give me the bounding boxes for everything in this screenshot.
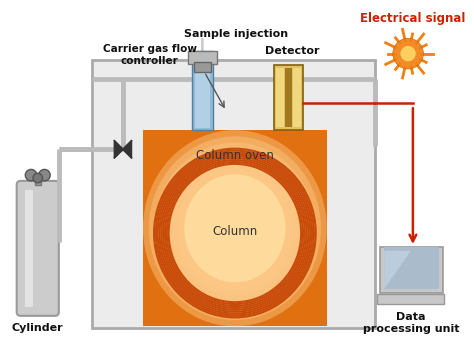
Bar [25, 190, 33, 307]
Bar [285, 68, 292, 127]
Ellipse shape [178, 168, 292, 289]
Bar [188, 51, 217, 64]
Ellipse shape [143, 130, 327, 326]
Bar [194, 62, 211, 72]
Bar [380, 247, 443, 293]
Ellipse shape [184, 174, 286, 283]
Bar [384, 247, 439, 289]
Circle shape [39, 170, 50, 181]
Circle shape [393, 38, 423, 69]
Ellipse shape [184, 174, 285, 282]
Ellipse shape [149, 136, 321, 320]
Text: Carrier gas flow
controller: Carrier gas flow controller [103, 44, 197, 66]
Bar [92, 60, 374, 328]
Circle shape [33, 173, 43, 183]
Text: Data
processing unit: Data processing unit [363, 312, 459, 333]
Text: Sample injection: Sample injection [184, 29, 288, 39]
Bar [274, 65, 303, 130]
Circle shape [401, 46, 416, 61]
Polygon shape [384, 251, 411, 289]
Ellipse shape [161, 149, 309, 308]
Polygon shape [114, 141, 123, 158]
Ellipse shape [172, 161, 298, 295]
Bar [192, 51, 213, 130]
Bar [276, 68, 284, 127]
Circle shape [25, 170, 37, 181]
Text: Electrical signal: Electrical signal [360, 12, 465, 25]
Polygon shape [123, 141, 132, 158]
Ellipse shape [155, 143, 315, 314]
Ellipse shape [196, 186, 274, 270]
Ellipse shape [190, 180, 280, 276]
Text: Column oven: Column oven [196, 149, 274, 162]
Ellipse shape [166, 155, 303, 301]
Text: Detector: Detector [265, 46, 319, 56]
Bar [377, 294, 445, 304]
Bar [293, 68, 301, 127]
Text: Cylinder: Cylinder [12, 323, 64, 333]
Bar [35, 175, 41, 185]
Text: Column: Column [212, 225, 257, 238]
Bar [143, 130, 327, 326]
FancyBboxPatch shape [17, 181, 59, 316]
Bar [195, 53, 210, 128]
